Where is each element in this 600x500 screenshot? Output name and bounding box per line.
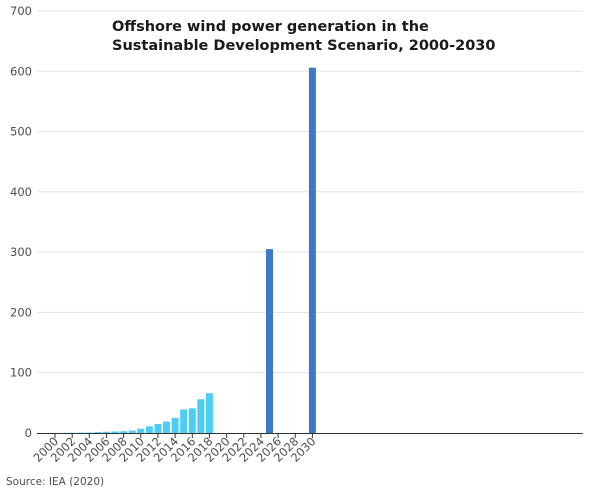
- bar-2008: [120, 431, 128, 433]
- y-tick-label: 100: [10, 366, 32, 380]
- y-tick-label: 600: [10, 64, 32, 78]
- bars: [51, 67, 316, 434]
- y-tick-label: 700: [10, 4, 32, 18]
- bar-2014: [171, 417, 179, 433]
- bar-2012: [154, 423, 162, 433]
- bar-2015: [180, 409, 188, 433]
- y-tick-label: 300: [10, 245, 32, 259]
- bar-2005: [94, 432, 102, 433]
- bar-2011: [145, 426, 153, 433]
- y-tick-label: 0: [25, 426, 32, 440]
- bar-2009: [128, 430, 136, 433]
- bar-2013: [163, 421, 171, 433]
- x-tick-labels: 2000200220042006200820102012201420162018…: [31, 433, 319, 465]
- chart-title-line-2: Sustainable Development Scenario, 2000-2…: [112, 38, 496, 54]
- bar-2016: [188, 408, 196, 433]
- source-note: Source: IEA (2020): [6, 476, 104, 488]
- bar-2018: [205, 393, 213, 433]
- bar-2025: [266, 249, 273, 433]
- bar-2030: [308, 67, 316, 433]
- bar-2006: [102, 431, 110, 433]
- bar-2010: [137, 428, 145, 433]
- bar-2007: [111, 431, 119, 433]
- y-tick-label: 200: [10, 305, 32, 319]
- bar-2017: [197, 399, 205, 433]
- y-tick-label: 500: [10, 125, 32, 139]
- chart-title: Offshore wind power generation in the Su…: [112, 19, 496, 54]
- y-tick-label: 400: [10, 185, 32, 199]
- chart-title-line-1: Offshore wind power generation in the: [112, 19, 429, 35]
- y-tick-labels: 0 100 200 300 400 500 600 700: [10, 4, 32, 440]
